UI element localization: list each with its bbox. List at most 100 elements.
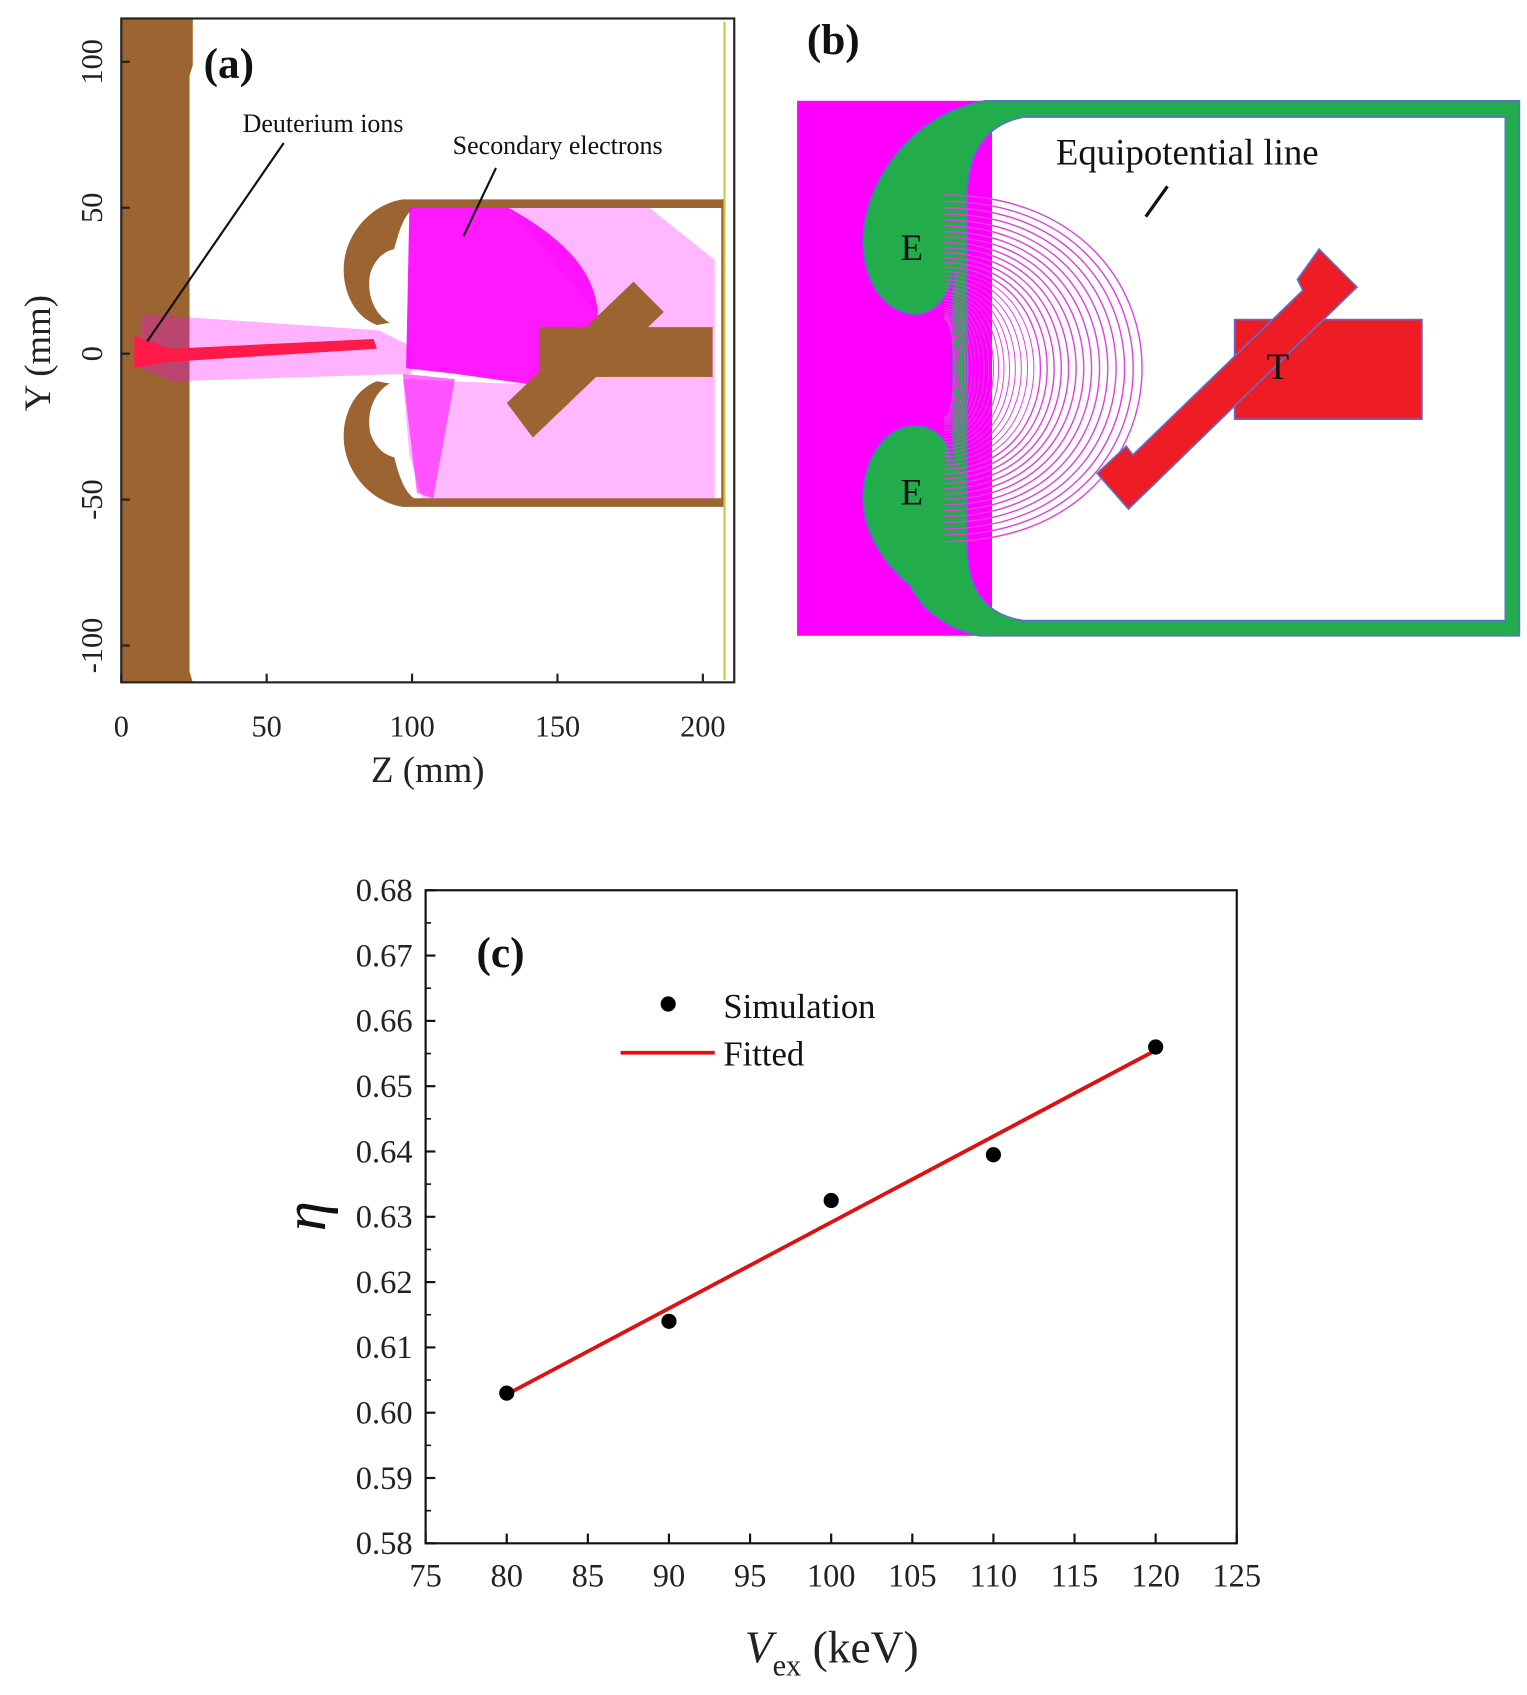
y-axis-label: η: [272, 1201, 339, 1231]
equipotential-line: [944, 299, 990, 437]
equipotential-line: [944, 283, 1016, 454]
equipotential-line: [944, 279, 1022, 458]
equipotential-line: [944, 275, 1028, 462]
panel-a-ylabel: Y (mm): [17, 295, 58, 411]
x-tick-label: 95: [734, 1559, 766, 1595]
secondary-electron-spray: [402, 208, 715, 499]
equipotential-line: [944, 207, 1126, 530]
equipotential-line: [944, 236, 1085, 500]
simulation-point: [823, 1192, 839, 1209]
y-tick-label: 0.59: [356, 1461, 413, 1497]
equipotential-line: [944, 194, 1143, 543]
y-tick-label: 0.63: [356, 1200, 413, 1236]
y-tick-label: 0.58: [356, 1526, 413, 1562]
x-tick-label: 110: [970, 1559, 1018, 1595]
equipotential-line: [944, 317, 958, 420]
target-plate: [506, 281, 664, 438]
equipotential-line: [944, 213, 1117, 524]
cylinder-end: [721, 199, 725, 507]
panel-b-label: (b): [807, 16, 860, 64]
x-axis-label-sub: ex: [773, 1648, 802, 1682]
ions-pointer: [146, 142, 285, 342]
simulation-point: [985, 1147, 1001, 1163]
x-tick-label: 125: [1212, 1559, 1261, 1595]
equipotential-line: [944, 271, 1035, 466]
equipotential-line: [944, 307, 976, 429]
y-tick-label: 0.66: [356, 1004, 413, 1040]
equipotential-line: [944, 257, 1055, 480]
equipotential-line: [944, 290, 1005, 447]
x-tick-label: 115: [1051, 1559, 1099, 1595]
equipotential-line: [944, 318, 955, 418]
y-tick-label: 0.68: [356, 873, 413, 909]
panel-a-y-tick-label: -100: [75, 618, 109, 674]
panel-a-xlabel: Z (mm): [371, 749, 484, 790]
equipotential-line: [944, 242, 1077, 495]
panel-a-x-tick-label: 150: [535, 709, 580, 743]
fitted-line: [505, 1048, 1157, 1397]
x-axis-label-var: V: [745, 1621, 778, 1672]
equipotential-line: [944, 286, 1010, 450]
panel-a-label: (a): [204, 40, 254, 88]
equipotential-line: [944, 200, 1134, 536]
x-tick-label: 120: [1131, 1559, 1180, 1595]
legend-simulation-marker: [660, 996, 676, 1012]
x-tick-label: 80: [490, 1559, 522, 1595]
equipotential-line: [944, 318, 956, 419]
equipotential-annotation: Equipotential line: [1056, 132, 1319, 173]
equipotential-line: [944, 313, 966, 423]
equipotential-line: [944, 315, 963, 422]
simulation-point: [661, 1313, 677, 1329]
x-tick-label: 85: [572, 1559, 604, 1595]
x-tick-label: 75: [409, 1559, 441, 1595]
panel-a-x-tick-label: 0: [114, 709, 129, 743]
panel-a-x-tick-label: 100: [389, 709, 434, 743]
panel-c-chart: 75 80 85 90 95 100 105 110 115 120 125 0.58 0.59 0.60…: [272, 873, 1261, 1682]
panel-a-y-tick-label: -50: [75, 479, 109, 519]
equipotential-line: [944, 311, 969, 425]
legend-fitted-label: Fitted: [723, 1036, 804, 1074]
y-tick-label: 0.62: [356, 1265, 413, 1301]
x-axis-label-unit: (keV): [801, 1621, 918, 1672]
x-tick-label: 90: [653, 1559, 685, 1595]
lower-electrode: [343, 381, 724, 507]
electrons-pointer: [462, 167, 497, 237]
electrons-annotation: Secondary electrons: [453, 131, 663, 160]
equipotential-line: [944, 293, 1000, 443]
equipotential-pointer: [1144, 185, 1169, 218]
y-tick-label: 0.64: [356, 1134, 413, 1170]
upper-electrode-label: E: [901, 227, 924, 268]
equipotential-line: [944, 261, 1048, 475]
equipotential-line: [944, 225, 1101, 512]
panel-a-y-tick-label: 0: [75, 346, 109, 361]
panel-a-x-tick-label: 200: [680, 709, 725, 743]
panel-a-y-tick-label: 50: [75, 193, 109, 223]
panel-b: (b) Equipotential line E E T: [797, 16, 1521, 637]
equipotential-line: [944, 302, 985, 434]
panel-a: 0 50 100 150 200 100 50 0 -50 -100 (a) Deuterium …: [17, 17, 736, 790]
equipotential-line: [944, 305, 981, 432]
equipotential-line: [944, 231, 1093, 506]
panel-c-label: (c): [477, 929, 525, 977]
target-plate-b: [1095, 247, 1359, 511]
simulation-point: [1148, 1039, 1164, 1055]
equipotential-line: [944, 296, 994, 440]
equipotential-lines: [944, 194, 1143, 543]
target-label: T: [1267, 346, 1290, 387]
equipotential-line: [944, 266, 1042, 471]
equipotential-line: [944, 219, 1109, 518]
equipotential-line: [944, 247, 1070, 490]
panel-a-frame: [120, 17, 736, 684]
x-axis-label: Vex (keV): [745, 1621, 919, 1682]
x-tick-label: 100: [807, 1559, 856, 1595]
legend-simulation-label: Simulation: [723, 988, 875, 1026]
y-tick-label: 0.60: [356, 1396, 413, 1432]
x-tick-label: 105: [888, 1559, 937, 1595]
equipotential-line: [944, 252, 1062, 485]
panel-a-y-tick-label: 100: [75, 39, 109, 84]
y-tick-label: 0.61: [356, 1330, 413, 1366]
upper-electrode: [343, 199, 724, 325]
ions-annotation: Deuterium ions: [243, 109, 404, 138]
deuterium-ion-beam: [134, 335, 377, 369]
